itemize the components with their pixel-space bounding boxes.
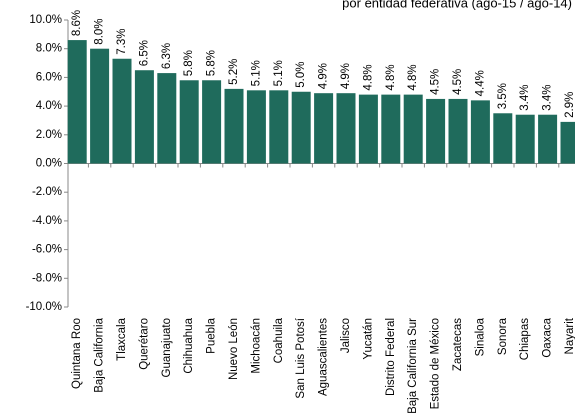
value-label: 5.0% — [295, 62, 307, 88]
x-tick-label: Distrito Federal — [385, 318, 397, 396]
bar — [202, 80, 222, 164]
x-tick-label: Nuevo León — [228, 318, 240, 380]
value-label: 5.8% — [206, 50, 218, 76]
x-tick-label: Estado de México — [430, 318, 442, 409]
bar — [112, 58, 132, 164]
bar — [246, 90, 266, 164]
value-label: 6.5% — [138, 40, 150, 66]
x-tick-label: Nayarit — [564, 317, 575, 354]
x-tick-label: Baja California — [94, 317, 106, 392]
x-tick-label: Zacatecas — [452, 318, 464, 371]
value-label: 8.0% — [94, 18, 106, 44]
bar — [134, 70, 154, 164]
x-tick-label: Guanajuato — [161, 318, 173, 377]
x-tick-label: Jalisco — [340, 318, 352, 353]
bar — [470, 100, 490, 164]
x-tick-label: Quintana Roo — [71, 318, 83, 389]
value-label: 5.1% — [250, 60, 262, 86]
y-tick-label: -8.0% — [32, 272, 62, 284]
x-tick-label: Sinaloa — [474, 317, 486, 356]
value-label: 4.4% — [474, 70, 486, 96]
value-label: 5.1% — [273, 60, 285, 86]
bar — [90, 48, 110, 164]
bar — [426, 98, 446, 164]
bar — [358, 94, 378, 164]
x-tick-label: Chihuahua — [183, 317, 195, 373]
bar — [157, 73, 177, 164]
value-label: 4.8% — [407, 64, 419, 90]
x-tick-label: Michoacán — [250, 318, 262, 374]
bar — [538, 114, 558, 164]
value-label: 5.2% — [228, 59, 240, 85]
chart-title: por entidad federativa (ago-15 / ago-14) — [342, 0, 572, 10]
bar — [493, 113, 513, 164]
x-tick-label: San Luis Potosí — [295, 317, 307, 398]
bar — [179, 80, 199, 164]
x-tick-label: Chiapas — [519, 318, 531, 360]
y-tick-label: 0.0% — [36, 158, 62, 170]
x-tick-label: Baja California Sur — [407, 318, 419, 414]
value-label: 4.5% — [452, 69, 464, 95]
y-tick-label: 6.0% — [36, 71, 62, 83]
bar — [269, 90, 289, 164]
bar — [336, 93, 356, 164]
x-tick-label: Aguascalientes — [318, 318, 330, 396]
bar — [67, 40, 87, 164]
value-label: 4.8% — [385, 64, 397, 90]
value-label: 2.9% — [564, 92, 575, 118]
y-tick-label: 8.0% — [36, 43, 62, 55]
y-tick-label: 2.0% — [36, 129, 62, 141]
bar — [291, 91, 311, 164]
value-label: 4.8% — [362, 64, 374, 90]
value-label: 4.9% — [318, 63, 330, 89]
bar — [448, 98, 468, 164]
x-tick-label: Oaxaca — [542, 317, 554, 357]
x-tick-label: Puebla — [206, 317, 218, 353]
bar — [515, 114, 535, 164]
value-label: 4.9% — [340, 63, 352, 89]
value-label: 6.3% — [161, 43, 173, 69]
value-label: 5.8% — [183, 50, 195, 76]
y-tick-label: -6.0% — [32, 244, 62, 256]
x-tick-label: Coahuila — [273, 317, 285, 363]
y-tick-label: -10.0% — [26, 301, 62, 313]
value-label: 3.4% — [542, 84, 554, 110]
y-tick-label: -4.0% — [32, 215, 62, 227]
y-tick-label: -2.0% — [32, 186, 62, 198]
x-tick-label: Tlaxcala — [116, 317, 128, 360]
bar — [381, 94, 401, 164]
y-tick-label: 10.0% — [29, 14, 62, 26]
value-label: 3.5% — [497, 83, 509, 109]
bar — [403, 94, 423, 164]
x-tick-label: Sonora — [497, 317, 509, 355]
x-tick-label: Yucatán — [362, 318, 374, 360]
bar — [560, 121, 575, 164]
y-tick-label: 4.0% — [36, 100, 62, 112]
x-tick-label: Querétaro — [138, 318, 150, 370]
value-label: 3.4% — [519, 84, 531, 110]
value-label: 4.5% — [430, 69, 442, 95]
value-label: 8.6% — [71, 10, 83, 36]
value-label: 7.3% — [116, 29, 128, 55]
bar — [224, 88, 244, 164]
bar — [314, 93, 334, 164]
